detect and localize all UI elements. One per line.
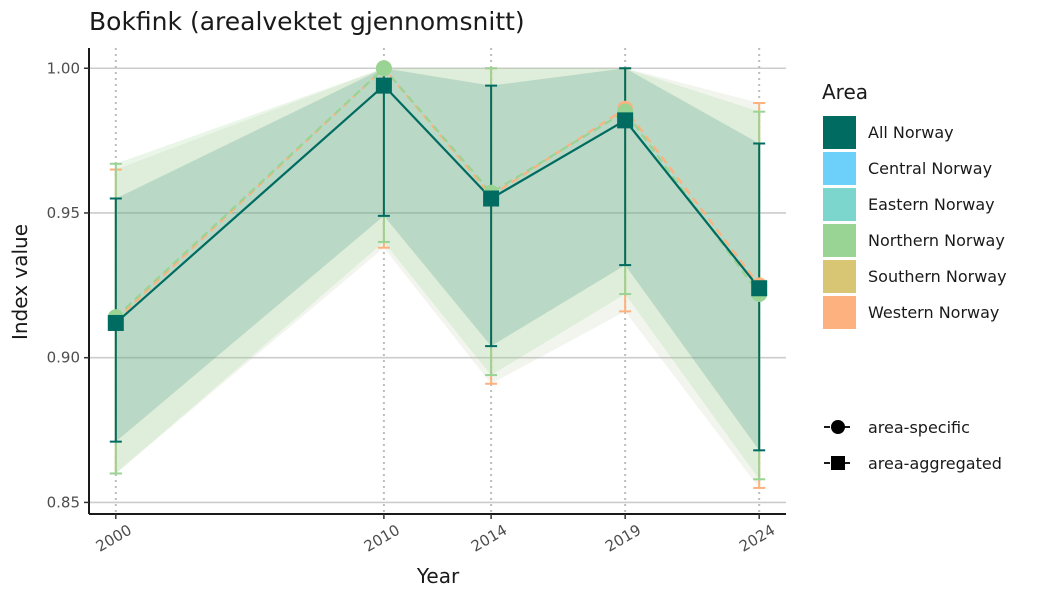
x-axis-title: Year: [416, 564, 460, 588]
legend-label: Central Norway: [868, 159, 992, 178]
x-tick-label: 2024: [736, 521, 778, 556]
legend-shape: [831, 456, 845, 470]
ribbon-western-norway: [115, 68, 760, 488]
y-tick-label: 1.00: [47, 59, 80, 77]
legend-label: area-specific: [868, 418, 970, 437]
y-tick-label: 0.90: [47, 349, 80, 367]
data-point: [617, 112, 634, 129]
data-point: [107, 314, 124, 331]
y-tick-label: 0.95: [47, 204, 80, 222]
x-tick-label: 2010: [361, 521, 403, 556]
x-tick-label: 2014: [468, 521, 510, 556]
x-tick-label: 2000: [93, 521, 135, 556]
y-tick-label: 0.85: [47, 493, 80, 511]
data-point: [375, 60, 392, 77]
ribbon-northern-norway: [115, 68, 760, 480]
legend-label: Southern Norway: [868, 267, 1007, 286]
data-point: [483, 190, 500, 207]
legend-key: [823, 224, 856, 257]
chart-title: Bokfink (arealvektet gjennomsnitt): [89, 7, 525, 36]
legend-key: [823, 260, 856, 293]
legend-label: All Norway: [868, 123, 954, 142]
data-point: [375, 77, 392, 94]
legend-label: Western Norway: [868, 303, 999, 322]
legend-key: [823, 116, 856, 149]
legend-label: Eastern Norway: [868, 195, 995, 214]
plot-area: 0.85 0.90 0.95 1.00 2000 2010 2014 2019 2024: [47, 48, 786, 556]
y-axis-title: Index value: [8, 224, 32, 340]
legend-key: [823, 188, 856, 221]
legend-label: Northern Norway: [868, 231, 1005, 250]
ribbon-all-norway: [115, 68, 760, 451]
data-point: [751, 280, 768, 297]
x-tick-label: 2019: [602, 521, 644, 556]
legend-key: [823, 296, 856, 329]
legend-shape: [831, 420, 845, 434]
legend-label: area-aggregated: [868, 454, 1002, 473]
legend-title: Area: [822, 80, 868, 104]
legend-key: [823, 152, 856, 185]
